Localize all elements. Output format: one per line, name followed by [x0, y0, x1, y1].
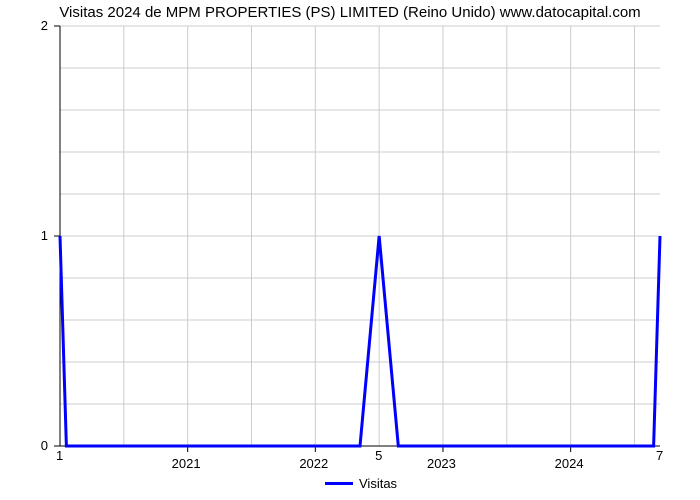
x-tick-label: 2023 — [427, 456, 456, 471]
axis-corner-label: 5 — [375, 448, 382, 463]
plot-area — [60, 26, 662, 448]
x-tick-label: 2024 — [555, 456, 584, 471]
y-tick-label: 0 — [41, 438, 48, 453]
x-tick-label: 2022 — [299, 456, 328, 471]
axis-corner-label: 1 — [56, 448, 63, 463]
x-tick-label: 2021 — [172, 456, 201, 471]
chart-title: Visitas 2024 de MPM PROPERTIES (PS) LIMI… — [0, 4, 700, 21]
legend-label: Visitas — [359, 476, 397, 491]
axis-corner-label: 7 — [656, 448, 663, 463]
legend-swatch — [325, 482, 353, 485]
chart-container: Visitas 2024 de MPM PROPERTIES (PS) LIMI… — [0, 0, 700, 500]
legend: Visitas — [325, 476, 397, 491]
y-tick-label: 1 — [41, 228, 48, 243]
y-tick-label: 2 — [41, 18, 48, 33]
